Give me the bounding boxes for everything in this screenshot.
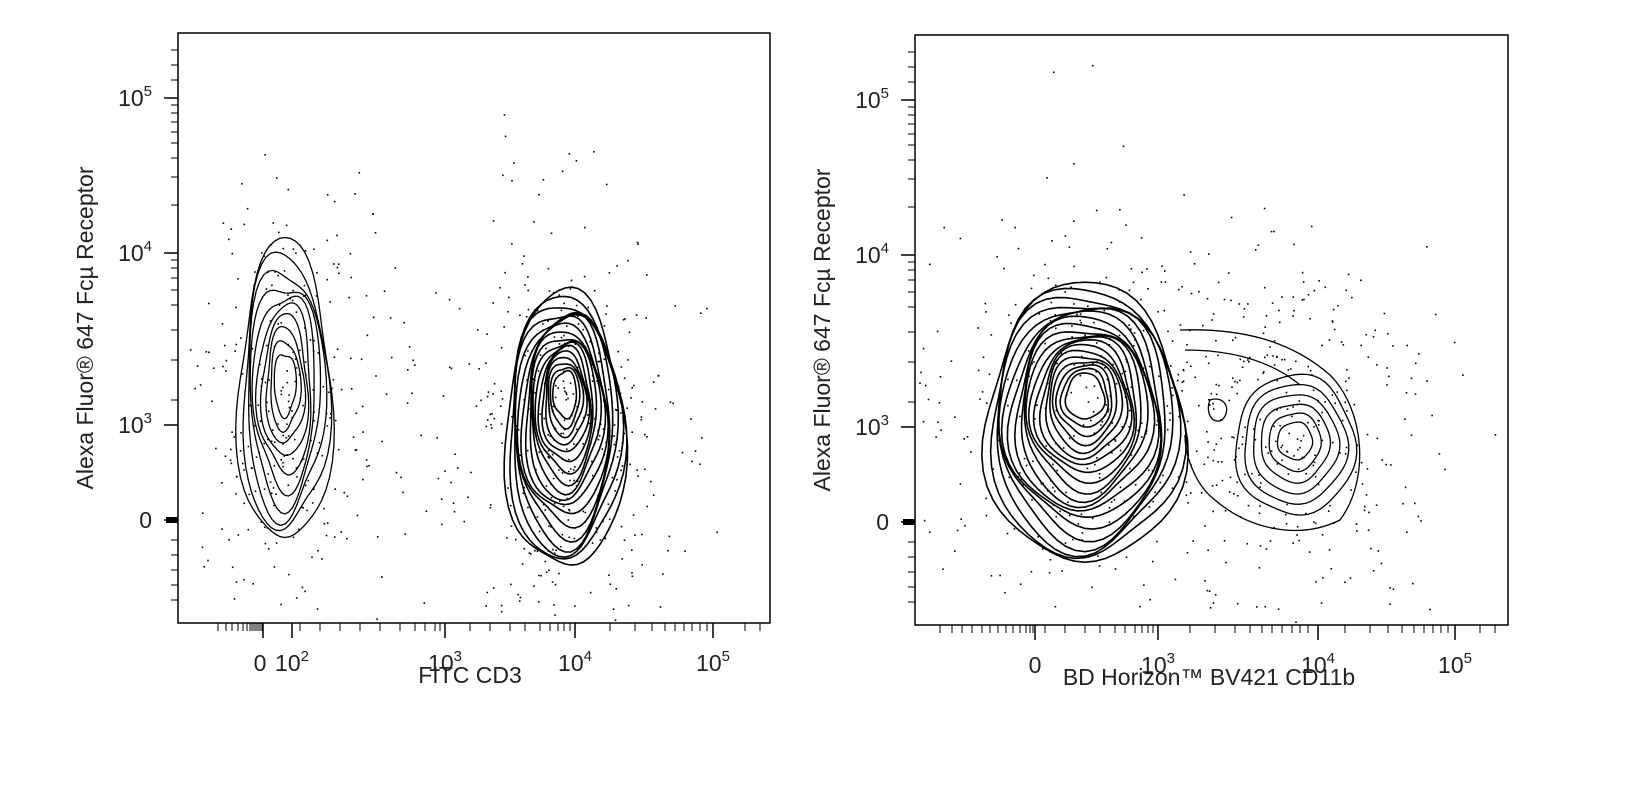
x-tick-label: 105 [696, 648, 730, 676]
contour-line [1025, 334, 1142, 495]
population-contours [1234, 373, 1358, 516]
contour-line [1006, 310, 1162, 519]
contour-line [1064, 372, 1106, 420]
contour-line [249, 289, 322, 515]
contour-line [1032, 338, 1136, 474]
y-axis-label: Alexa Fluor® 647 Fcµ Receptor [809, 168, 835, 491]
y-tick-label: 0 [139, 507, 152, 533]
contour-line [545, 356, 588, 446]
contour-line [242, 251, 333, 532]
contour-line [989, 287, 1188, 560]
contour-line [534, 341, 594, 475]
contour-line [1013, 315, 1160, 512]
x-axis-label: BD Horizon™ BV421 CD11b [1063, 664, 1355, 690]
contour-line [1020, 322, 1156, 509]
contour-line [520, 315, 610, 515]
contour-layer [980, 281, 1361, 564]
x-tick-label: 102 [275, 648, 309, 676]
x-tick-label: 0 [254, 650, 267, 676]
event-dots [919, 64, 1497, 623]
contour-line [1268, 412, 1322, 473]
contour-line [537, 344, 593, 463]
contour-line [1049, 356, 1124, 455]
contour-line [549, 366, 581, 430]
contour-line [541, 350, 591, 453]
contour-line [265, 325, 307, 444]
contour-line [1054, 364, 1113, 438]
contour-line [1059, 367, 1110, 428]
x-tick-label: 105 [1438, 650, 1472, 678]
contour-line [270, 340, 302, 433]
contour-line [235, 236, 335, 539]
x-tick-label: 0 [1029, 652, 1042, 678]
contour-line [254, 302, 312, 476]
contour-line [248, 269, 328, 527]
contour-line [1038, 343, 1133, 466]
y-tick-label: 103 [118, 410, 152, 438]
contour-line [1000, 307, 1163, 530]
contour-line [1253, 394, 1341, 495]
contour-line [1027, 335, 1138, 485]
contour-line [547, 363, 585, 439]
contour-line [251, 295, 315, 497]
y-axis-label: Alexa Fluor® 647 Fcµ Receptor [72, 166, 98, 489]
contour-line [532, 340, 598, 487]
y-tick-label: 103 [855, 412, 889, 440]
y-tick-label: 105 [118, 83, 152, 111]
population-contours [503, 286, 629, 566]
population-contours [235, 236, 335, 539]
contour-line [273, 354, 298, 420]
contour-line [1044, 349, 1129, 461]
contour-line [524, 322, 610, 506]
contour-line [1260, 403, 1332, 484]
bridge-contours [1179, 329, 1361, 532]
x-tick-label: 104 [558, 648, 592, 676]
population-contours [980, 281, 1190, 564]
event-dots [189, 114, 718, 622]
contour-line [529, 331, 607, 502]
contour-line [516, 311, 611, 529]
y-tick-label: 0 [876, 509, 889, 535]
x-axis-label: FITC CD3 [418, 662, 522, 688]
contour-line [998, 307, 1166, 543]
y-tick-label: 104 [855, 240, 889, 268]
contour-line [259, 312, 310, 457]
y-tick-label: 104 [118, 238, 152, 266]
contour-layer [235, 236, 629, 566]
y-tick-label: 105 [855, 85, 889, 113]
contour-line [509, 295, 628, 560]
contour-line [514, 312, 614, 543]
